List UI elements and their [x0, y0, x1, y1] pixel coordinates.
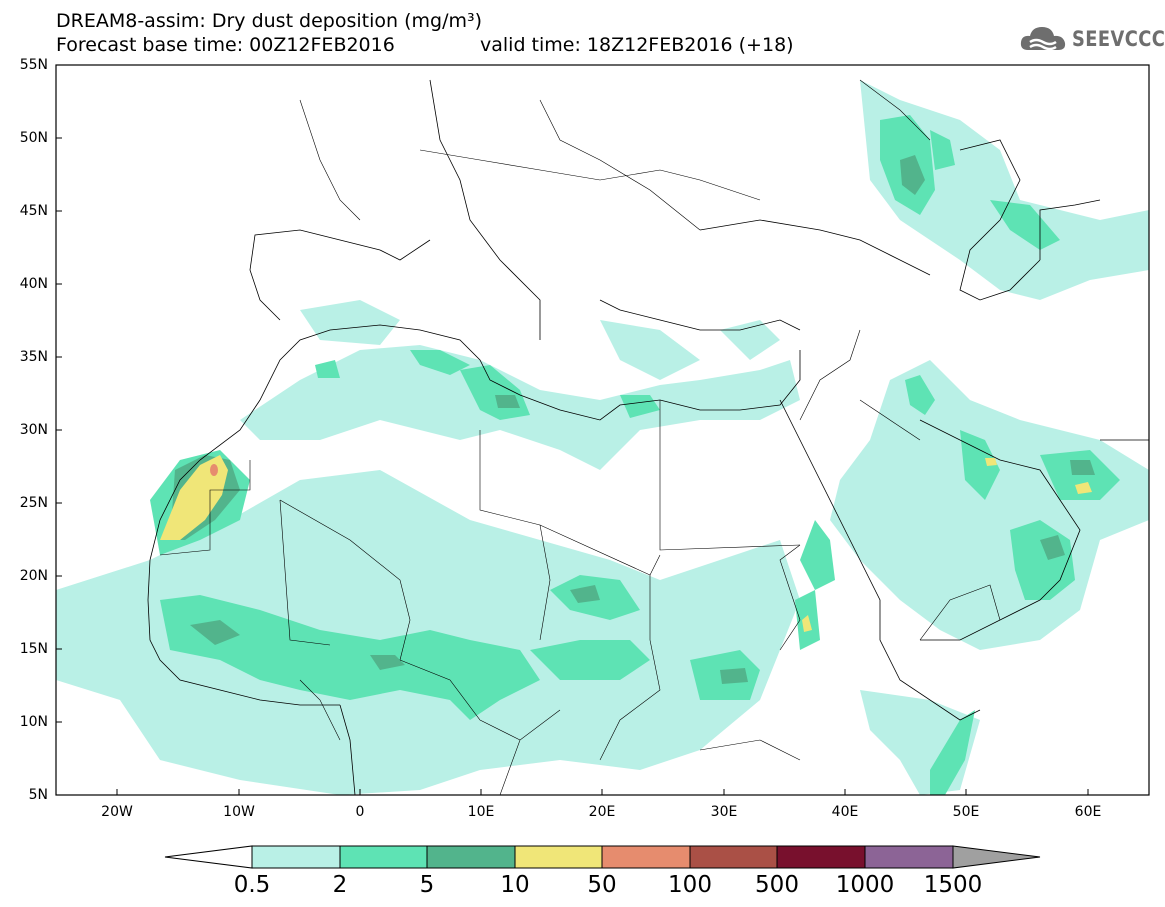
valid-time: valid time: 18Z12FEB2016 (+18) [480, 34, 794, 56]
lat-label: 10N [19, 714, 48, 730]
colorbar-label: 50 [587, 872, 617, 898]
colorbar [164, 845, 1041, 869]
lat-label: 20N [19, 568, 48, 584]
colorbar-high-arrow [952, 845, 1041, 869]
colorbar-swatch [514, 845, 603, 869]
colorbar-label: 0.5 [233, 872, 271, 898]
colorbar-swatch [426, 845, 516, 869]
lon-label: 40E [831, 804, 859, 820]
colorbar-label: 500 [755, 872, 799, 898]
colorbar-label: 100 [668, 872, 712, 898]
seevccc-logo: SEEVCCC [1018, 22, 1165, 56]
colorbar-swatch [601, 845, 691, 869]
lon-label: 20E [588, 804, 616, 820]
dust-level-10 [160, 455, 1092, 632]
colorbar-label: 10 [500, 872, 530, 898]
lat-label: 15N [19, 641, 48, 657]
colorbar-swatch [339, 845, 428, 869]
lat-label: 40N [19, 276, 48, 292]
lat-label: 30N [19, 422, 48, 438]
lat-label: 5N [28, 787, 48, 803]
lat-label: 45N [19, 203, 48, 219]
map-title: DREAM8-assim: Dry dust deposition (mg/m³… [56, 10, 483, 32]
lon-label: 30E [710, 804, 738, 820]
lon-label: 60E [1074, 804, 1102, 820]
lat-label: 35N [19, 349, 48, 365]
colorbar-swatch [689, 845, 778, 869]
country-borders [159, 79, 1001, 795]
colorbar-label: 1500 [923, 872, 983, 898]
dust-level-50 [210, 464, 218, 476]
cloud-icon [1020, 27, 1066, 51]
coastlines [147, 79, 1149, 795]
lat-label: 25N [19, 495, 48, 511]
lon-label: 10E [467, 804, 495, 820]
colorbar-label: 5 [419, 872, 435, 898]
colorbar-swatch [776, 845, 866, 869]
lat-label: 55N [19, 57, 48, 73]
lon-label: 10W [223, 804, 255, 820]
colorbar-label: 2 [332, 872, 348, 898]
forecast-base-time: Forecast base time: 00Z12FEB2016 [56, 34, 395, 56]
colorbar-low-arrow [164, 845, 253, 869]
lon-label: 20W [101, 804, 133, 820]
dust-fields [56, 80, 1149, 795]
colorbar-swatch [251, 845, 341, 869]
lon-label: 0 [355, 804, 365, 820]
lon-label: 50E [952, 804, 980, 820]
lat-label: 50N [19, 130, 48, 146]
colorbar-swatch [864, 845, 954, 869]
axis-ticks [56, 137, 1089, 795]
colorbar-label: 1000 [835, 872, 895, 898]
